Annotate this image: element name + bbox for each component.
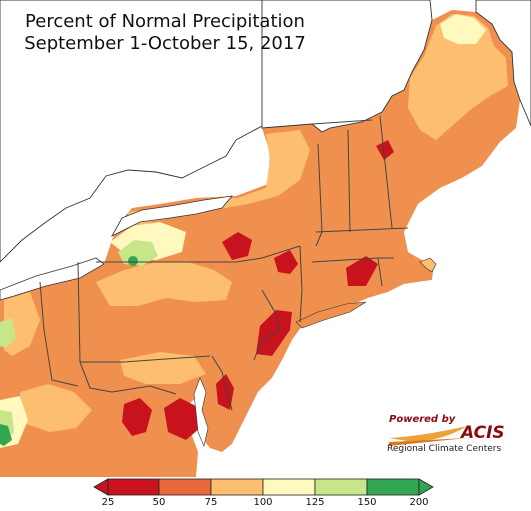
md-wv-border (79, 361, 177, 395)
legend-bin-75-100 (210, 478, 264, 496)
legend-arrow-right (418, 478, 434, 496)
atlantic-ocean (222, 128, 531, 477)
zone-75-100-pa (96, 262, 232, 306)
zone-25-50-ct (346, 256, 378, 286)
legend-tick-label: 200 (409, 497, 429, 508)
zone-25-50-catskills (274, 250, 298, 274)
legend-tick-label: 100 (253, 497, 273, 508)
legend-bin-25-50 (107, 478, 160, 496)
pa-southern-border (77, 261, 211, 363)
legend-tick-label: 125 (305, 497, 325, 508)
zone-25-50-va-west (122, 398, 152, 436)
ct-ri-border (377, 257, 383, 287)
legend-arrow-left (93, 478, 109, 496)
ny-pa-border (96, 245, 301, 263)
logo-subtitle: Regional Climate Centers (387, 444, 502, 454)
legend-tick-label: 50 (152, 497, 166, 508)
zone-25-50-ny-central (222, 232, 252, 260)
zone-150-200-va (0, 424, 12, 446)
map-title-line-2: September 1-October 15, 2017 (24, 33, 306, 54)
long-island (295, 301, 367, 329)
nj-west-border (253, 289, 281, 361)
zone-150-200-ny (128, 256, 138, 266)
zone-125-150-ohio (0, 318, 16, 348)
cape-cod (419, 257, 437, 273)
acis-swoosh (389, 426, 467, 446)
zone-125-150-lake-ontario (118, 240, 158, 266)
logo-powered-by: Powered by (389, 414, 456, 425)
zone-25-50-nh (376, 140, 394, 160)
vt-canada-border (311, 119, 373, 125)
state-boundaries (39, 115, 409, 411)
legend-tick-label: 25 (101, 497, 115, 508)
oh-border (39, 281, 79, 387)
zone-75-100-md (120, 352, 206, 384)
logo-brand: ACIS (461, 423, 505, 443)
legend-bin-125-150 (314, 478, 368, 496)
zone-100-125-north-maine (440, 14, 486, 44)
map-title-line-1: Percent of Normal Precipitation (25, 11, 305, 32)
legend-tick-label: 150 (357, 497, 377, 508)
legend-bin-50-75 (158, 478, 212, 496)
legend-ticks: 25 50 75 100 125 150 200 (0, 497, 531, 511)
chesapeake-bay (193, 377, 209, 447)
zone-25-50-chesapeake (164, 398, 200, 440)
nh-me-border (379, 115, 393, 229)
zone-75-100-va (20, 384, 92, 432)
legend-bin-100-125 (262, 478, 316, 496)
legend-bin-150-200 (366, 478, 420, 496)
lake-ontario (111, 195, 233, 237)
zone-75-100-maine (408, 14, 508, 140)
de-border (211, 355, 233, 411)
legend-tick-label: 75 (204, 497, 218, 508)
ma-north-border (315, 227, 409, 233)
acis-logo: Powered by ACIS Regional Climate Centers (383, 414, 515, 460)
ny-east-border (299, 245, 303, 323)
legend-bar (93, 478, 434, 496)
canada-region (0, 0, 531, 263)
vt-nh-border (347, 129, 351, 233)
